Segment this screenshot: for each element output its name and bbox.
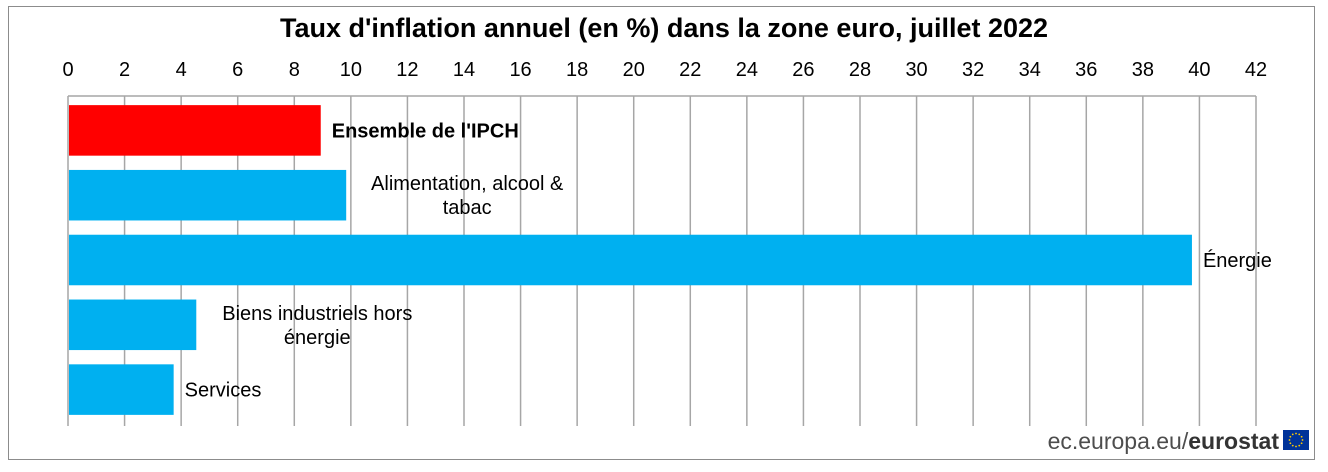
x-tick-label: 6: [232, 59, 243, 81]
flag-star: [1301, 439, 1304, 441]
source-text: ec.europa.eu/eurostat: [1048, 428, 1280, 454]
bar-labels: Ensemble de l'IPCH Alimentation, alcool &…: [185, 120, 1272, 401]
x-tick-label: 28: [849, 59, 871, 81]
flag-star: [1289, 442, 1292, 445]
bar: [69, 234, 1192, 286]
bar-label: Ensemble de l'IPCH: [332, 120, 519, 142]
x-axis-ticks: 0 2 4 6 8 10 12 14 16 18 20 22 24 26 28 30 32 34 36 38 40 42: [62, 59, 1267, 81]
x-tick-label: 4: [176, 59, 187, 81]
chart-title: Taux d'inflation annuel (en %) dans la z…: [280, 13, 1048, 43]
flag-star: [1288, 439, 1291, 441]
flag-star: [1298, 433, 1301, 436]
flag-star: [1295, 432, 1297, 435]
bar-label: Énergie: [1203, 249, 1272, 272]
x-tick-label: 40: [1188, 59, 1210, 81]
source-credit: ec.europa.eu/eurostat: [1048, 428, 1309, 454]
x-tick-label: 0: [62, 59, 73, 81]
chart-frame: [8, 6, 1315, 460]
x-tick-label: 26: [792, 59, 814, 81]
bar-label: Biens industriels hors: [222, 303, 412, 325]
x-tick-label: 34: [1019, 59, 1041, 81]
bar: [69, 299, 197, 351]
flag-star: [1295, 445, 1297, 448]
flag-star: [1300, 435, 1303, 438]
bars: [69, 105, 1192, 415]
bar-label: tabac: [443, 197, 492, 219]
x-tick-label: 22: [679, 59, 701, 81]
flag-star: [1298, 444, 1301, 447]
x-tick-label: 32: [962, 59, 984, 81]
source-domain: ec.europa.eu/: [1048, 428, 1189, 454]
x-tick-label: 16: [509, 59, 531, 81]
bar: [69, 169, 347, 221]
eu-flag-icon: [1283, 430, 1309, 450]
x-tick-label: 20: [623, 59, 645, 81]
x-tick-label: 8: [289, 59, 300, 81]
x-tick-label: 38: [1132, 59, 1154, 81]
bar-label: énergie: [284, 327, 351, 349]
x-tick-label: 30: [905, 59, 927, 81]
x-tick-label: 18: [566, 59, 588, 81]
bar: [69, 105, 321, 156]
flag-star: [1300, 442, 1303, 445]
x-tick-label: 10: [340, 59, 362, 81]
flag-star: [1289, 435, 1292, 438]
x-tick-label: 42: [1245, 59, 1267, 81]
x-tick-label: 36: [1075, 59, 1097, 81]
x-tick-label: 2: [119, 59, 130, 81]
bar-label: Alimentation, alcool &: [371, 173, 564, 195]
x-tick-label: 24: [736, 59, 758, 81]
x-tick-label: 14: [453, 59, 475, 81]
source-brand: eurostat: [1188, 428, 1279, 454]
bar-label: Services: [185, 380, 262, 402]
bar: [69, 364, 174, 415]
flag-star: [1291, 433, 1294, 436]
flag-star: [1291, 444, 1294, 447]
x-tick-label: 12: [396, 59, 418, 81]
